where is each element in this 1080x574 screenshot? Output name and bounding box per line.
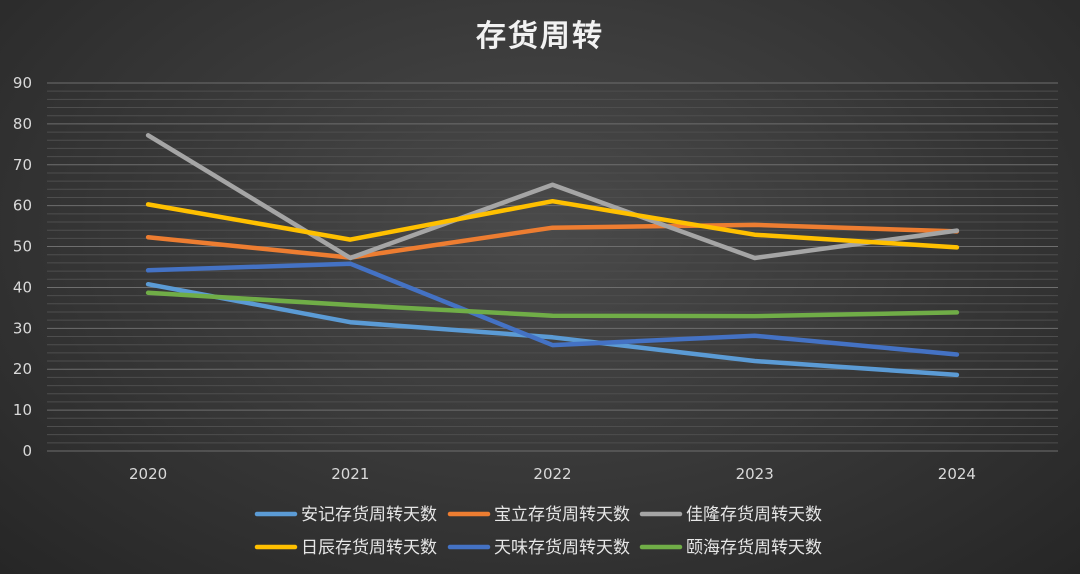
y-tick-label: 70 bbox=[13, 156, 32, 174]
y-tick-label: 60 bbox=[13, 197, 32, 215]
y-tick-label: 40 bbox=[13, 278, 32, 296]
x-tick-label: 2022 bbox=[533, 465, 571, 483]
chart-title: 存货周转 bbox=[476, 19, 604, 54]
y-tick-label: 20 bbox=[13, 360, 32, 378]
y-axis-ticks: 0 10 20 30 40 50 60 70 80 90 bbox=[13, 74, 32, 460]
y-tick-label: 90 bbox=[13, 74, 32, 92]
legend-label: 佳隆存货周转天数 bbox=[686, 505, 822, 525]
x-tick-label: 2021 bbox=[331, 465, 369, 483]
x-tick-label: 2023 bbox=[736, 465, 774, 483]
y-tick-label: 50 bbox=[13, 238, 32, 256]
y-tick-label: 30 bbox=[13, 319, 32, 337]
legend-label: 安记存货周转天数 bbox=[301, 505, 437, 525]
x-tick-label: 2024 bbox=[938, 465, 976, 483]
x-tick-label: 2020 bbox=[129, 465, 167, 483]
y-tick-label: 80 bbox=[13, 115, 32, 133]
y-tick-label: 0 bbox=[22, 442, 32, 460]
y-tick-label: 10 bbox=[13, 401, 32, 419]
x-axis-ticks: 2020 2021 2022 2023 2024 bbox=[129, 465, 976, 483]
legend-label: 天味存货周转天数 bbox=[494, 538, 630, 558]
series-line-5 bbox=[145, 290, 960, 319]
legend-label: 颐海存货周转天数 bbox=[686, 538, 822, 558]
legend-label: 日辰存货周转天数 bbox=[301, 538, 437, 558]
legend-label: 宝立存货周转天数 bbox=[494, 505, 630, 525]
series-lines bbox=[145, 133, 960, 378]
